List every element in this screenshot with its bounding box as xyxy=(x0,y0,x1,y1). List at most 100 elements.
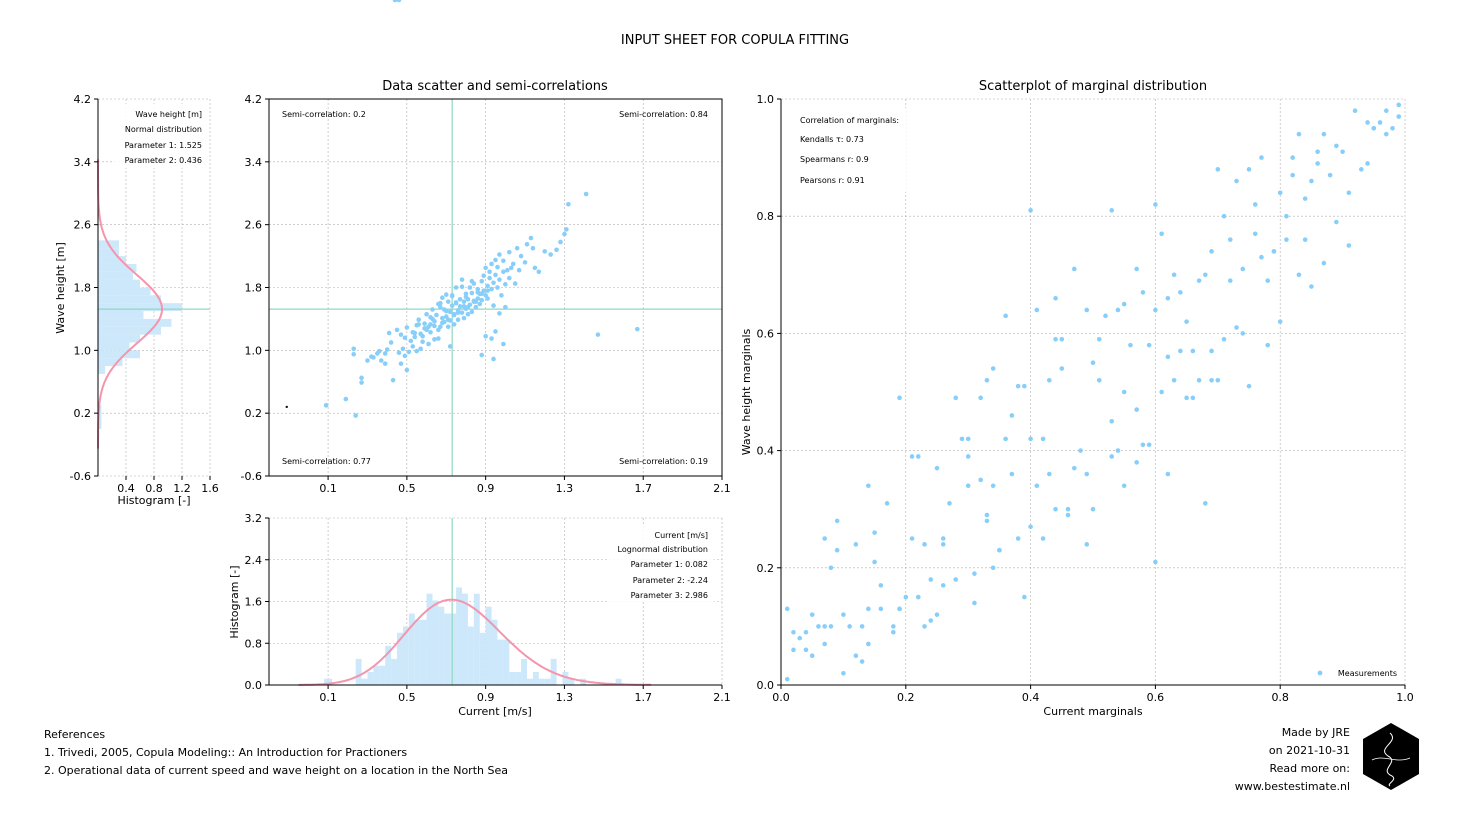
scatter-point xyxy=(528,235,534,241)
marginal-point xyxy=(1359,167,1364,172)
current-annotation-1: Lognormal distribution xyxy=(618,545,708,554)
website-link[interactable]: www.bestestimate.nl xyxy=(1234,780,1350,793)
marginal-point xyxy=(972,571,977,576)
current-hist-bar xyxy=(367,671,374,685)
wave-hist-x-ticks: 0.4 0.8 1.2 1.6 xyxy=(117,476,219,495)
current-hist-bar xyxy=(485,606,492,685)
wave-annotation-2: Parameter 1: 1.525 xyxy=(125,141,202,150)
marginal-point xyxy=(1302,237,1308,242)
marginal-point xyxy=(1396,102,1402,108)
marginal-point xyxy=(959,436,965,442)
marginal-point xyxy=(940,583,946,588)
scatter-point xyxy=(430,307,435,312)
scatter-point xyxy=(514,245,520,251)
scatter-point xyxy=(483,265,488,271)
scatter-point xyxy=(566,201,571,207)
marginal-point xyxy=(1309,284,1314,289)
current-annotation-4: Parameter 3: 2.986 xyxy=(631,591,708,600)
marginal-point xyxy=(1140,290,1146,295)
scatter-point xyxy=(449,303,455,308)
scatter-point xyxy=(501,258,506,264)
current-hist-bar xyxy=(385,645,392,685)
scatter-point xyxy=(512,281,518,286)
y-tick-label: 2.6 xyxy=(245,219,263,232)
y-tick-label: 0.8 xyxy=(245,637,263,650)
marginal-point xyxy=(834,547,840,553)
x-tick-label: 0.4 xyxy=(1022,691,1040,704)
scatter-point xyxy=(485,288,490,293)
marginal-point xyxy=(978,395,983,401)
x-tick-label: 1.3 xyxy=(556,691,574,704)
marginal-point xyxy=(978,477,983,483)
scatter-point xyxy=(353,413,358,418)
scatter-point xyxy=(583,191,589,197)
marginal-point xyxy=(915,454,921,459)
marginal-point xyxy=(1259,155,1264,160)
marginal-point xyxy=(1240,266,1246,272)
scatter-y-ticks: -0.6 0.2 1.0 1.8 2.6 3.4 4.2 xyxy=(241,93,269,483)
marginal-point xyxy=(928,577,934,582)
marginal-point xyxy=(1290,172,1295,178)
marginal-point xyxy=(1015,383,1021,389)
marginal-point xyxy=(1346,243,1352,248)
current-hist-bar xyxy=(562,671,569,685)
scatter-point xyxy=(469,290,475,296)
scatter-point xyxy=(343,396,349,402)
marginal-point xyxy=(1227,237,1233,242)
marginal-point xyxy=(834,518,840,524)
y-tick-label: 1.0 xyxy=(74,344,92,357)
x-tick-label: 1.3 xyxy=(556,482,574,495)
scatter-point xyxy=(485,283,490,289)
current-hist-bar xyxy=(532,671,539,685)
marginals-annotation-1: Kendalls τ: 0.73 xyxy=(800,135,864,144)
scatter-outlier-marker xyxy=(285,405,288,408)
marginal-point xyxy=(866,483,871,489)
semi-correlation-top-right: Semi-correlation: 0.84 xyxy=(619,110,708,119)
scatter-point xyxy=(493,257,498,263)
scatter-point xyxy=(438,300,443,306)
scatter-point xyxy=(459,310,465,315)
current-hist-bar xyxy=(491,619,498,685)
scatter-point xyxy=(485,296,490,301)
scatter-point xyxy=(438,324,443,330)
scatter-point xyxy=(420,339,425,344)
scatter-point xyxy=(386,330,392,336)
marginal-point xyxy=(990,565,996,571)
marginal-point xyxy=(1327,172,1333,178)
scatter-point xyxy=(508,265,514,271)
marginal-point xyxy=(1146,442,1152,448)
scatter-point xyxy=(428,315,433,320)
scatter-point xyxy=(497,311,502,316)
marginal-point xyxy=(1071,465,1077,471)
scatter-point xyxy=(455,317,461,323)
x-tick-label: 0.2 xyxy=(897,691,915,704)
scatter-point xyxy=(461,304,467,309)
marginal-point xyxy=(1284,213,1289,219)
wave-hist-bar xyxy=(98,421,102,429)
scatter-point xyxy=(402,335,408,341)
scatter-point xyxy=(412,334,418,340)
wave-height-histogram-panel: -0.6 0.2 1.0 1.8 2.6 3.4 4.2 0.4 0.8 1.2 1.6 Wave… xyxy=(54,93,219,507)
marginal-point xyxy=(1246,383,1252,389)
marginal-point xyxy=(1115,307,1121,313)
marginal-point xyxy=(1252,202,1258,207)
wave-hist-bar xyxy=(98,303,182,312)
marginal-point xyxy=(1184,319,1189,324)
marginal-point xyxy=(1277,319,1283,324)
scatter-point xyxy=(459,277,465,282)
current-hist-bar xyxy=(438,606,445,685)
scatter-point xyxy=(396,350,402,355)
wave-hist-bar xyxy=(98,248,119,257)
y-tick-label: 3.4 xyxy=(245,156,263,169)
scatter-point xyxy=(479,291,485,297)
wave-hist-y-label: Wave height [m] xyxy=(54,242,67,334)
scatter-point xyxy=(501,341,506,347)
marginal-point xyxy=(872,559,877,565)
marginal-point xyxy=(1209,377,1214,383)
current-hist-bar xyxy=(462,593,468,685)
current-hist-bar xyxy=(408,613,415,685)
wave-hist-bar xyxy=(98,413,102,422)
marginal-point xyxy=(909,454,915,459)
scatter-point xyxy=(443,292,449,297)
y-tick-label: 1.0 xyxy=(245,344,263,357)
